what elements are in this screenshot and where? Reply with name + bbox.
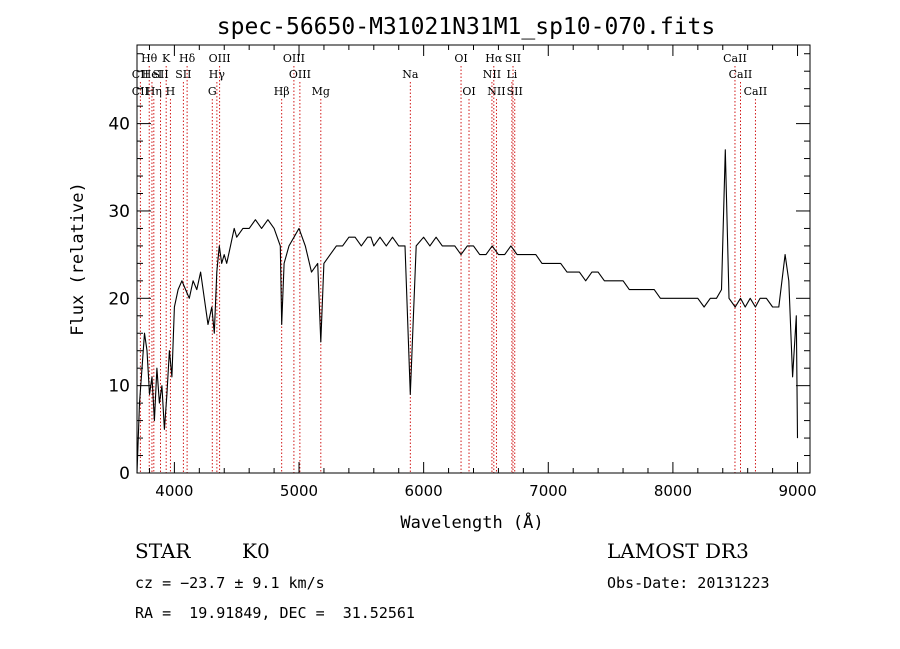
line-label: Na: [402, 68, 419, 81]
line-markers: [139, 66, 756, 473]
line-label: SII: [152, 68, 168, 81]
line-label: Mg: [312, 85, 330, 98]
line-label: OI: [454, 52, 467, 65]
x-tick-label: 8000: [654, 482, 692, 500]
line-label: Hβ: [274, 85, 290, 98]
y-axis-label: Flux (relative): [68, 182, 88, 336]
line-label: Hδ: [179, 52, 196, 65]
line-label: Hα: [485, 52, 503, 65]
y-tick-label: 10: [108, 377, 130, 397]
y-tick-label: 40: [108, 115, 130, 135]
line-label: SII: [505, 52, 521, 65]
line-label: CII: [132, 85, 149, 98]
survey-name: LAMOST DR3: [607, 539, 749, 563]
x-axis-label: Wavelength (Å): [400, 511, 543, 533]
plot-frame: [136, 44, 811, 474]
line-label: CaII: [729, 68, 753, 81]
chart-title: spec-56650-M31021N31M1_sp10-070.fits: [217, 14, 716, 40]
line-label: G: [208, 85, 217, 98]
observation-date: Obs-Date: 20131223: [607, 574, 770, 592]
y-axis: 0 10 20 30 40: [108, 53, 810, 484]
line-label: CII: [132, 68, 149, 81]
line-label: OI: [462, 85, 475, 98]
line-label: Hθ: [141, 52, 158, 65]
x-tick-label: 9000: [778, 482, 816, 500]
line-labels: CII CII Hθ HeI Hη K SII H Hδ SII OIII Hγ G OIII OIII Hβ…: [132, 52, 767, 98]
line-label: OIII: [289, 68, 311, 81]
line-label: NII: [487, 85, 505, 98]
line-label: H: [166, 85, 176, 98]
sky-coordinates: RA = 19.91849, DEC = 31.52561: [135, 604, 415, 622]
line-label: Li: [506, 68, 517, 81]
object-class: STAR: [135, 539, 191, 563]
spectrum-line: [136, 149, 799, 474]
x-tick-label: 5000: [280, 482, 318, 500]
y-tick-label: 20: [108, 289, 130, 309]
redshift-cz: cz = −23.7 ± 9.1 km/s: [135, 574, 325, 592]
line-label: Hη: [146, 85, 162, 98]
line-label: CaII: [723, 52, 747, 65]
line-label: NII: [483, 68, 501, 81]
line-label: OIII: [209, 52, 231, 65]
line-label: SII: [175, 68, 191, 81]
y-tick-label: 30: [108, 202, 130, 222]
x-axis: 4000 5000 6000 7000 8000 9000: [148, 45, 817, 500]
x-tick-label: 7000: [529, 482, 567, 500]
line-label: SII: [507, 85, 523, 98]
object-subclass: K0: [242, 539, 270, 563]
y-tick-label: 0: [119, 464, 130, 484]
line-label: CaII: [744, 85, 768, 98]
line-label: Hγ: [209, 68, 226, 81]
line-label: HeI: [142, 68, 162, 81]
x-tick-label: 4000: [155, 482, 193, 500]
line-label: OIII: [283, 52, 305, 65]
line-label: K: [162, 52, 171, 65]
x-tick-label: 6000: [405, 482, 443, 500]
